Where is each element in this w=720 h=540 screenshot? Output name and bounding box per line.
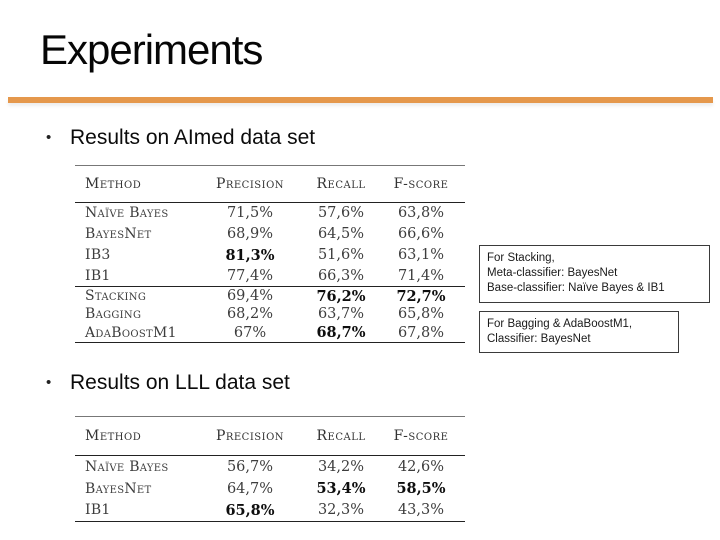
value-cell: 71,4% [397, 267, 445, 284]
bullet-aimed-label: Results on AImed data set [70, 126, 316, 149]
column-header: Precision [215, 428, 285, 444]
bullet-lll: • Results on LLL data set [46, 371, 290, 395]
value-cell: 42,6% [397, 458, 445, 475]
value-cell: 76,2% [316, 287, 366, 305]
column-header: F-score [393, 176, 449, 192]
value-cell: 64,7% [226, 480, 274, 497]
method-cell: Naïve Bayes [85, 205, 169, 222]
value-cell: 34,2% [317, 458, 365, 475]
table-row: IB3 81,3% 51,6% 63,1% [75, 245, 465, 266]
value-cell: 68,2% [226, 306, 274, 323]
value-cell: 65,8% [397, 306, 445, 323]
value-cell: 77,4% [226, 267, 274, 284]
table-row: Naïve Bayes 71,5% 57,6% 63,8% [75, 203, 465, 224]
callout-line: Base-classifier: Naïve Bayes & IB1 [487, 282, 665, 294]
value-cell: 68,9% [226, 226, 274, 242]
method-cell: Naïve Bayes [85, 458, 169, 475]
value-cell: 66,3% [317, 267, 365, 284]
table-row: BayesNet 64,7% 53,4% 58,5% [75, 478, 465, 500]
value-cell: 65,8% [225, 501, 275, 519]
value-cell: 71,5% [226, 205, 274, 222]
value-cell: 69,4% [226, 288, 274, 305]
value-cell: 67% [233, 324, 267, 341]
callout-line: Classifier: BayesNet [487, 333, 591, 345]
bullet-lll-label: Results on LLL data set [70, 371, 290, 394]
value-cell: 81,3% [225, 246, 275, 264]
column-header: Recall [316, 428, 366, 444]
table-row: IB1 77,4% 66,3% 71,4% [75, 266, 465, 287]
callout-line: For Stacking, [487, 252, 555, 264]
title-underline [8, 97, 713, 103]
value-cell: 63,1% [397, 247, 445, 263]
table-row: Stacking 69,4% 76,2% 72,7% [75, 287, 465, 306]
method-cell: BayesNet [85, 480, 152, 497]
column-header: Method [85, 428, 142, 444]
table-row: Bagging 68,2% 63,7% 65,8% [75, 305, 465, 324]
header-row: Method Precision Recall F-score [75, 166, 465, 203]
column-header: F-score [393, 428, 449, 444]
page-title: Experiments [40, 26, 263, 73]
callout-stacking-note: For Stacking, Meta-classifier: BayesNet … [479, 245, 710, 303]
header-row: Method Precision Recall F-score [75, 417, 465, 456]
table-row: IB1 65,8% 32,3% 43,3% [75, 500, 465, 522]
value-cell: 63,8% [397, 205, 445, 222]
value-cell: 32,3% [317, 502, 365, 519]
value-cell: 56,7% [226, 458, 274, 475]
column-header: Precision [215, 176, 285, 192]
bullet-icon: • [46, 374, 52, 391]
value-cell: 53,4% [316, 480, 366, 497]
value-cell: 63,7% [317, 306, 365, 323]
method-cell: IB1 [85, 267, 111, 284]
value-cell: 67,8% [397, 324, 445, 341]
method-cell: IB3 [85, 247, 111, 263]
callout-line: Meta-classifier: BayesNet [487, 267, 618, 279]
table-aimed-results: Method Precision Recall F-score Naïve Bayes 7… [75, 165, 465, 343]
value-cell: 68,7% [316, 324, 366, 342]
callout-bagging-note: For Bagging & AdaBoostM1, Classifier: Ba… [479, 311, 679, 353]
value-cell: 43,3% [397, 502, 445, 519]
column-header: Recall [316, 176, 366, 192]
method-cell: Bagging [85, 306, 142, 323]
column-header: Method [85, 176, 142, 192]
callout-line: For Bagging & AdaBoostM1, [487, 318, 633, 330]
value-cell: 64,5% [317, 226, 365, 242]
table-row: AdaBoostM1 67% 68,7% 67,8% [75, 324, 465, 343]
method-cell: BayesNet [85, 226, 152, 242]
table-row: Naïve Bayes 56,7% 34,2% 42,6% [75, 456, 465, 478]
method-cell: IB1 [85, 502, 111, 519]
bullet-icon: • [46, 129, 52, 146]
table-row: BayesNet 68,9% 64,5% 66,6% [75, 224, 465, 245]
value-cell: 66,6% [397, 226, 445, 242]
table-lll-results: Method Precision Recall F-score Naïve Bayes 5… [75, 416, 465, 522]
value-cell: 58,5% [396, 480, 446, 497]
value-cell: 57,6% [317, 205, 365, 222]
method-cell: AdaBoostM1 [85, 324, 177, 341]
bullet-aimed: • Results on AImed data set [46, 126, 315, 150]
value-cell: 72,7% [396, 287, 446, 305]
value-cell: 51,6% [317, 247, 365, 263]
method-cell: Stacking [85, 288, 147, 305]
